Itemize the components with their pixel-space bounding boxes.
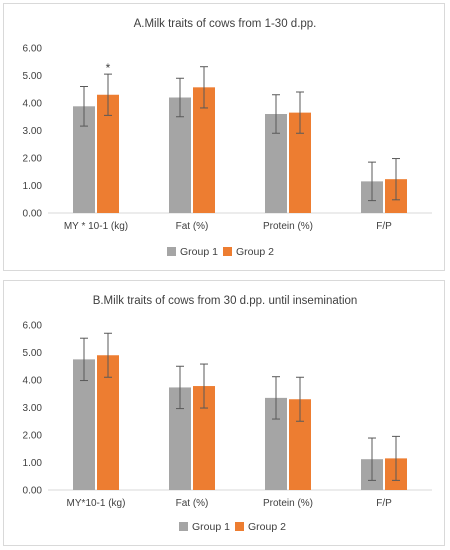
legend-label: Group 1 bbox=[192, 521, 230, 533]
bar-group-1 bbox=[73, 359, 95, 490]
bar-group-1 bbox=[169, 97, 191, 213]
x-category-label: F/P bbox=[376, 221, 392, 232]
chart-panel-a: A.Milk traits of cows from 1-30 d.pp. 0.0… bbox=[3, 3, 445, 271]
bar-group-2 bbox=[193, 386, 215, 490]
legend-swatch bbox=[167, 247, 176, 256]
y-tick-label: 4.00 bbox=[23, 376, 43, 387]
y-tick-label: 3.00 bbox=[23, 403, 43, 414]
bar-group-2 bbox=[289, 399, 311, 490]
x-category-label: Fat (%) bbox=[176, 221, 209, 232]
x-category-label: MY * 10-1 (kg) bbox=[64, 221, 128, 232]
x-category-label: Protein (%) bbox=[263, 498, 313, 509]
y-tick-label: 4.00 bbox=[23, 99, 43, 110]
chart-panel-b: B.Milk traits of cows from 30 d.pp. unti… bbox=[3, 280, 445, 546]
bar-group-1 bbox=[73, 106, 95, 213]
y-tick-label: 0.00 bbox=[23, 209, 43, 220]
legend-swatch bbox=[179, 522, 188, 531]
x-category-label: Fat (%) bbox=[176, 498, 209, 509]
legend-label: Group 1 bbox=[180, 246, 218, 258]
y-tick-label: 0.00 bbox=[23, 486, 43, 497]
bar-group-1 bbox=[265, 397, 287, 490]
bar-group-1 bbox=[265, 114, 287, 213]
bar-group-2 bbox=[193, 87, 215, 213]
bar-group-2 bbox=[289, 112, 311, 213]
bar-group-1 bbox=[169, 387, 191, 490]
y-tick-label: 6.00 bbox=[23, 44, 43, 55]
y-tick-label: 3.00 bbox=[23, 126, 43, 137]
x-category-label: MY*10-1 (kg) bbox=[67, 498, 126, 509]
legend-swatch bbox=[235, 522, 244, 531]
y-tick-label: 5.00 bbox=[23, 71, 43, 82]
chart-title: B.Milk traits of cows from 30 d.pp. unti… bbox=[93, 295, 358, 307]
x-category-label: F/P bbox=[376, 498, 392, 509]
legend-swatch bbox=[223, 247, 232, 256]
y-tick-label: 1.00 bbox=[23, 458, 43, 469]
bar-group-2 bbox=[97, 94, 119, 213]
y-tick-label: 1.00 bbox=[23, 181, 43, 192]
legend-label: Group 2 bbox=[236, 246, 274, 258]
bar-group-2 bbox=[97, 355, 119, 490]
chart-title: A.Milk traits of cows from 1-30 d.pp. bbox=[134, 18, 317, 30]
x-category-label: Protein (%) bbox=[263, 221, 313, 232]
chart-b-svg: B.Milk traits of cows from 30 d.pp. unti… bbox=[23, 295, 432, 533]
y-tick-label: 5.00 bbox=[23, 348, 43, 359]
y-tick-label: 2.00 bbox=[23, 154, 43, 165]
chart-a-svg: A.Milk traits of cows from 1-30 d.pp. 0.0… bbox=[23, 18, 432, 258]
y-tick-label: 6.00 bbox=[23, 321, 43, 332]
y-tick-label: 2.00 bbox=[23, 431, 43, 442]
legend-label: Group 2 bbox=[248, 521, 286, 533]
significance-marker: * bbox=[106, 61, 111, 75]
